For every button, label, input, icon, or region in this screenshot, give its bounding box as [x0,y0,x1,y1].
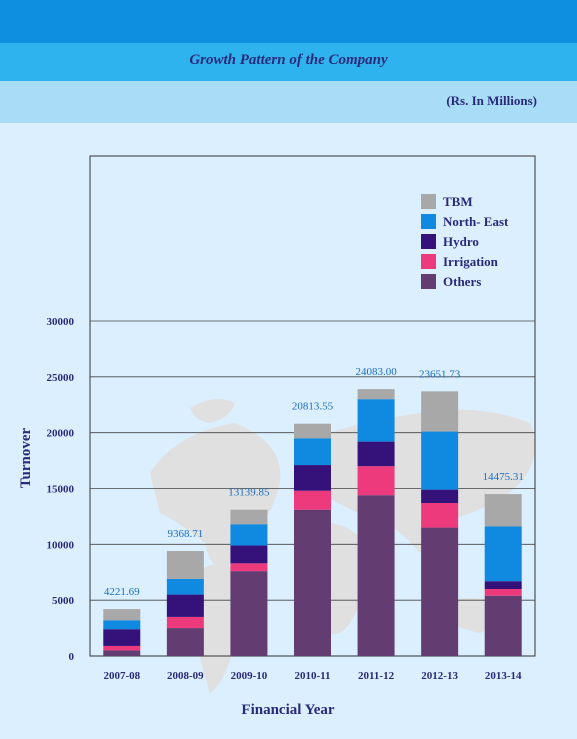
bar-segment-north-east [484,526,522,582]
total-data-label: 23651.73 [419,368,461,380]
y-tick-label: 10000 [47,539,75,551]
legend-label: Others [443,274,481,289]
bar-segment-others [421,527,459,656]
y-tick-label: 30000 [47,316,75,328]
bar-segment-irrigation [294,490,331,510]
bar-segment-others [103,650,141,656]
x-tick-label: 2010-11 [294,670,330,682]
y-axis-label: Turnover [18,428,34,489]
y-tick-label: 25000 [47,372,75,384]
bar-segment-irrigation [166,616,204,629]
y-tick-label: 20000 [47,428,75,440]
world-map-watermark [150,399,536,693]
y-tick-label: 5000 [52,595,75,607]
bar-segment-north-east [103,620,141,630]
bar-segment-others [484,595,522,656]
bar-segment-tbm [166,551,204,579]
bar-segment-others [230,571,268,656]
y-tick-label: 15000 [47,484,75,496]
x-tick-label: 2013-14 [485,670,522,682]
bar-segment-tbm [294,423,331,439]
bar-segment-tbm [484,494,522,527]
legend-swatch [421,234,436,249]
total-data-label: 20813.55 [292,401,334,413]
header-band [0,0,577,43]
bar-segment-north-east [294,438,331,466]
bar-segment-north-east [421,431,459,490]
x-tick-label: 2009-10 [231,670,268,682]
total-data-label: 4221.69 [104,586,140,598]
bar-segment-hydro [421,489,459,504]
bar-segment-hydro [484,581,522,589]
bar-segment-hydro [230,545,268,564]
total-data-label: 13139.85 [228,487,270,499]
bar-segment-tbm [230,509,268,525]
title-band [0,43,577,81]
legend-swatch [421,214,436,229]
bar-segment-hydro [103,629,141,646]
legend-swatch [421,194,436,209]
total-data-label: 14475.31 [483,471,524,483]
total-data-label: 24083.00 [355,366,397,378]
bar-segment-others [357,495,395,656]
x-axis-label: Financial Year [241,702,335,718]
x-tick-label: 2012-13 [421,670,458,682]
bar-segment-irrigation [357,466,395,496]
bar-segment-hydro [357,441,395,467]
legend-label: Irrigation [443,254,499,269]
units-band [0,81,577,123]
bar-segment-tbm [357,389,395,400]
legend-label: North- East [443,214,509,229]
total-data-label: 9368.71 [167,528,203,540]
units-label: (Rs. In Millions) [446,93,537,108]
bar-segment-tbm [421,391,459,432]
x-tick-label: 2011-12 [358,670,395,682]
bar-segment-irrigation [103,645,141,651]
bar-segment-north-east [230,524,268,546]
chart: 0 5000 10000 15000 20000 25000 30000 2007-08 20… [18,155,536,718]
legend-label: TBM [443,194,473,209]
x-tick-label: 2007-08 [103,670,140,682]
bar-segment-north-east [166,578,204,595]
bar-segment-irrigation [421,503,459,528]
bar-segment-hydro [294,465,331,491]
bar-segment-hydro [166,594,204,617]
legend-swatch [421,254,436,269]
chart-title: Growth Pattern of the Company [189,52,388,68]
bar-segment-others [166,628,204,656]
y-tick-label: 0 [69,651,75,663]
legend-swatch [421,274,436,289]
bar-segment-north-east [357,399,395,442]
bar-segment-others [294,509,331,656]
bar-segment-irrigation [484,589,522,596]
x-tick-label: 2008-09 [167,670,204,682]
bar-segment-irrigation [230,563,268,572]
legend-label: Hydro [443,234,479,249]
bar-segment-tbm [103,609,141,621]
